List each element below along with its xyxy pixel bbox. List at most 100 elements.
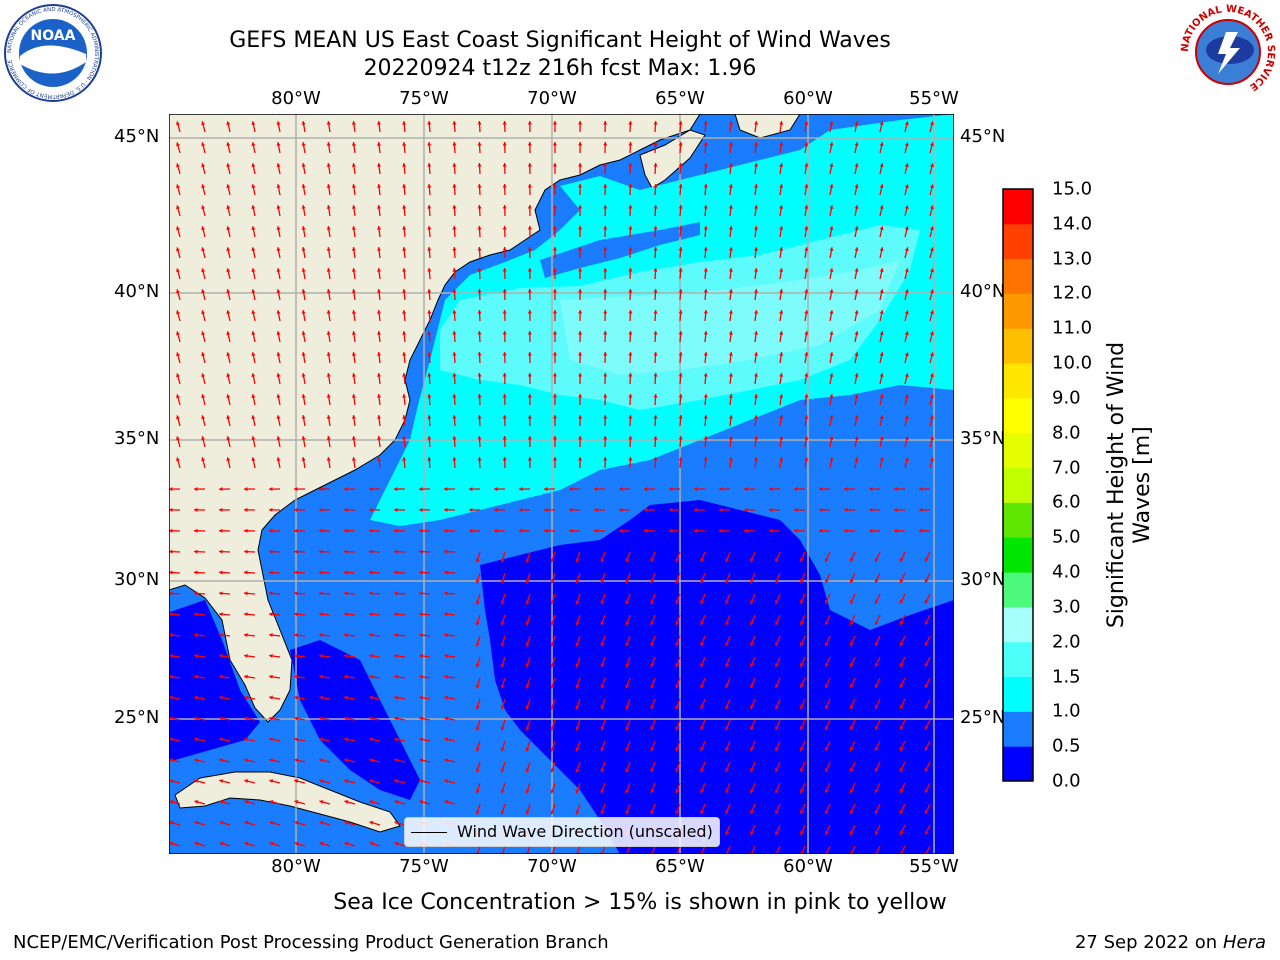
lon-label-bottom-70w: 70°W [527, 856, 577, 877]
wind-wave-arrowhead [294, 779, 299, 784]
wind-wave-arrowhead [394, 487, 398, 492]
colorbar-tick-label: 4.0 [1052, 561, 1081, 583]
wind-wave-arrowhead [700, 810, 705, 815]
wind-wave-arrowhead [394, 716, 398, 721]
wind-wave-arrowhead [369, 820, 374, 825]
wind-wave-arrowhead [800, 747, 804, 752]
wind-wave-arrowhead [419, 800, 424, 805]
wave-zone-0-0 [480, 500, 954, 854]
wind-wave-arrowhead [427, 121, 432, 125]
wind-wave-arrowhead [394, 570, 398, 575]
wind-wave-arrowhead [578, 142, 583, 146]
wind-wave-arrowhead [251, 121, 256, 126]
wind-wave-arrowhead [625, 684, 630, 689]
wind-wave-arrowhead [829, 205, 834, 209]
wind-wave-arrowhead [804, 415, 809, 419]
wind-wave-arrowhead [219, 758, 224, 763]
wind-wave-arrowhead [578, 247, 583, 251]
wind-wave-arrowhead [603, 457, 608, 461]
wind-wave-arrowhead [519, 507, 523, 512]
wind-wave-arrowhead [419, 633, 423, 638]
lat-label-left-25n: 25°N [114, 707, 160, 728]
wind-wave-arrowhead [219, 591, 223, 596]
wind-wave-arrowhead [694, 487, 698, 492]
wind-wave-arrowhead [603, 142, 608, 146]
wind-wave-arrowhead [525, 726, 530, 731]
wind-wave-arrowhead [176, 394, 181, 399]
wind-wave-arrowhead [703, 226, 708, 230]
wind-wave-arrowhead [575, 600, 580, 605]
wind-wave-arrowhead [703, 205, 708, 209]
wind-wave-arrowhead [219, 695, 223, 700]
wind-wave-arrowhead [824, 684, 829, 689]
wind-wave-arrowhead [294, 591, 298, 596]
wind-wave-arrowhead [779, 247, 784, 251]
wind-wave-arrowhead [904, 352, 909, 357]
wind-wave-arrowhead [804, 457, 809, 461]
wind-wave-arrowhead [844, 528, 848, 533]
wind-wave-arrowhead [169, 841, 174, 846]
wind-wave-arrowhead [251, 457, 256, 462]
wind-wave-arrowhead [226, 163, 231, 168]
wind-wave-arrow [925, 845, 931, 854]
wind-wave-arrowhead [924, 599, 929, 604]
wind-wave-arrowhead [550, 747, 555, 752]
wind-wave-arrowhead [276, 310, 281, 314]
wind-wave-arrowhead [301, 289, 306, 293]
wind-wave-arrowhead [753, 457, 759, 461]
wind-wave-arrowhead [929, 331, 934, 336]
wind-wave-arrowhead [201, 457, 206, 462]
wind-wave-arrowhead [924, 620, 929, 625]
wind-wave-arrowhead [477, 163, 482, 167]
wind-wave-arrowhead [879, 247, 884, 252]
wind-wave-arrowhead [276, 163, 281, 167]
wind-wave-arrowhead [394, 507, 398, 512]
wind-wave-arrowhead [569, 487, 573, 492]
wind-wave-arrowhead [377, 289, 382, 293]
wind-wave-arrowhead [519, 528, 523, 533]
wind-wave-arrowhead [301, 436, 306, 440]
wind-wave-arrowhead [869, 487, 873, 492]
wind-wave-arrowhead [924, 830, 929, 835]
wind-wave-arrowhead [678, 331, 683, 335]
wind-wave-arrowhead [603, 310, 608, 314]
wind-wave-arrowhead [904, 163, 909, 168]
wind-wave-arrowhead [849, 578, 854, 583]
wind-wave-arrowhead [728, 415, 733, 419]
wind-wave-arrowhead [527, 415, 532, 419]
wind-wave-arrowhead [879, 310, 884, 315]
wind-wave-arrowhead [552, 247, 558, 251]
sea-ice-note: Sea Ice Concentration > 15% is shown in … [333, 890, 947, 915]
wind-wave-arrowhead [419, 549, 423, 554]
wind-wave-arrowhead [725, 642, 729, 647]
wind-wave-arrowhead [251, 205, 256, 210]
wind-wave-arrowhead [344, 758, 349, 763]
wind-wave-arrowhead [544, 528, 548, 533]
wind-wave-arrowhead [829, 394, 834, 398]
wind-wave-arrowhead [728, 310, 733, 314]
wind-wave-arrowhead [169, 779, 174, 784]
wind-wave-arrowhead [276, 121, 281, 125]
wind-wave-arrowhead [419, 653, 423, 659]
wind-wave-arrowhead [904, 142, 909, 147]
wind-wave-arrowhead [628, 310, 633, 314]
wind-wave-arrowhead [628, 352, 633, 356]
wind-wave-arrowhead [854, 373, 859, 378]
wind-wave-arrowhead [775, 663, 779, 668]
wind-wave-arrowhead [226, 268, 231, 273]
wind-wave-arrowhead [628, 142, 633, 146]
wind-wave-arrowhead [294, 820, 299, 825]
colorbar-cell [1003, 293, 1033, 329]
wind-wave-arrowhead [550, 579, 555, 584]
wind-wave-arrowhead [719, 507, 723, 512]
wind-wave-arrowhead [444, 737, 449, 742]
wind-wave-arrowhead [319, 779, 324, 784]
wind-wave-arrowhead [849, 704, 854, 709]
wind-wave-arrowhead [219, 633, 223, 638]
wind-wave-arrowhead [929, 226, 934, 231]
wind-wave-arrowhead [319, 612, 323, 617]
wind-wave-arrowhead [924, 683, 929, 688]
wind-wave-arrowhead [326, 184, 331, 188]
wind-wave-arrowhead [419, 487, 423, 492]
wind-wave-arrowhead [904, 436, 909, 441]
